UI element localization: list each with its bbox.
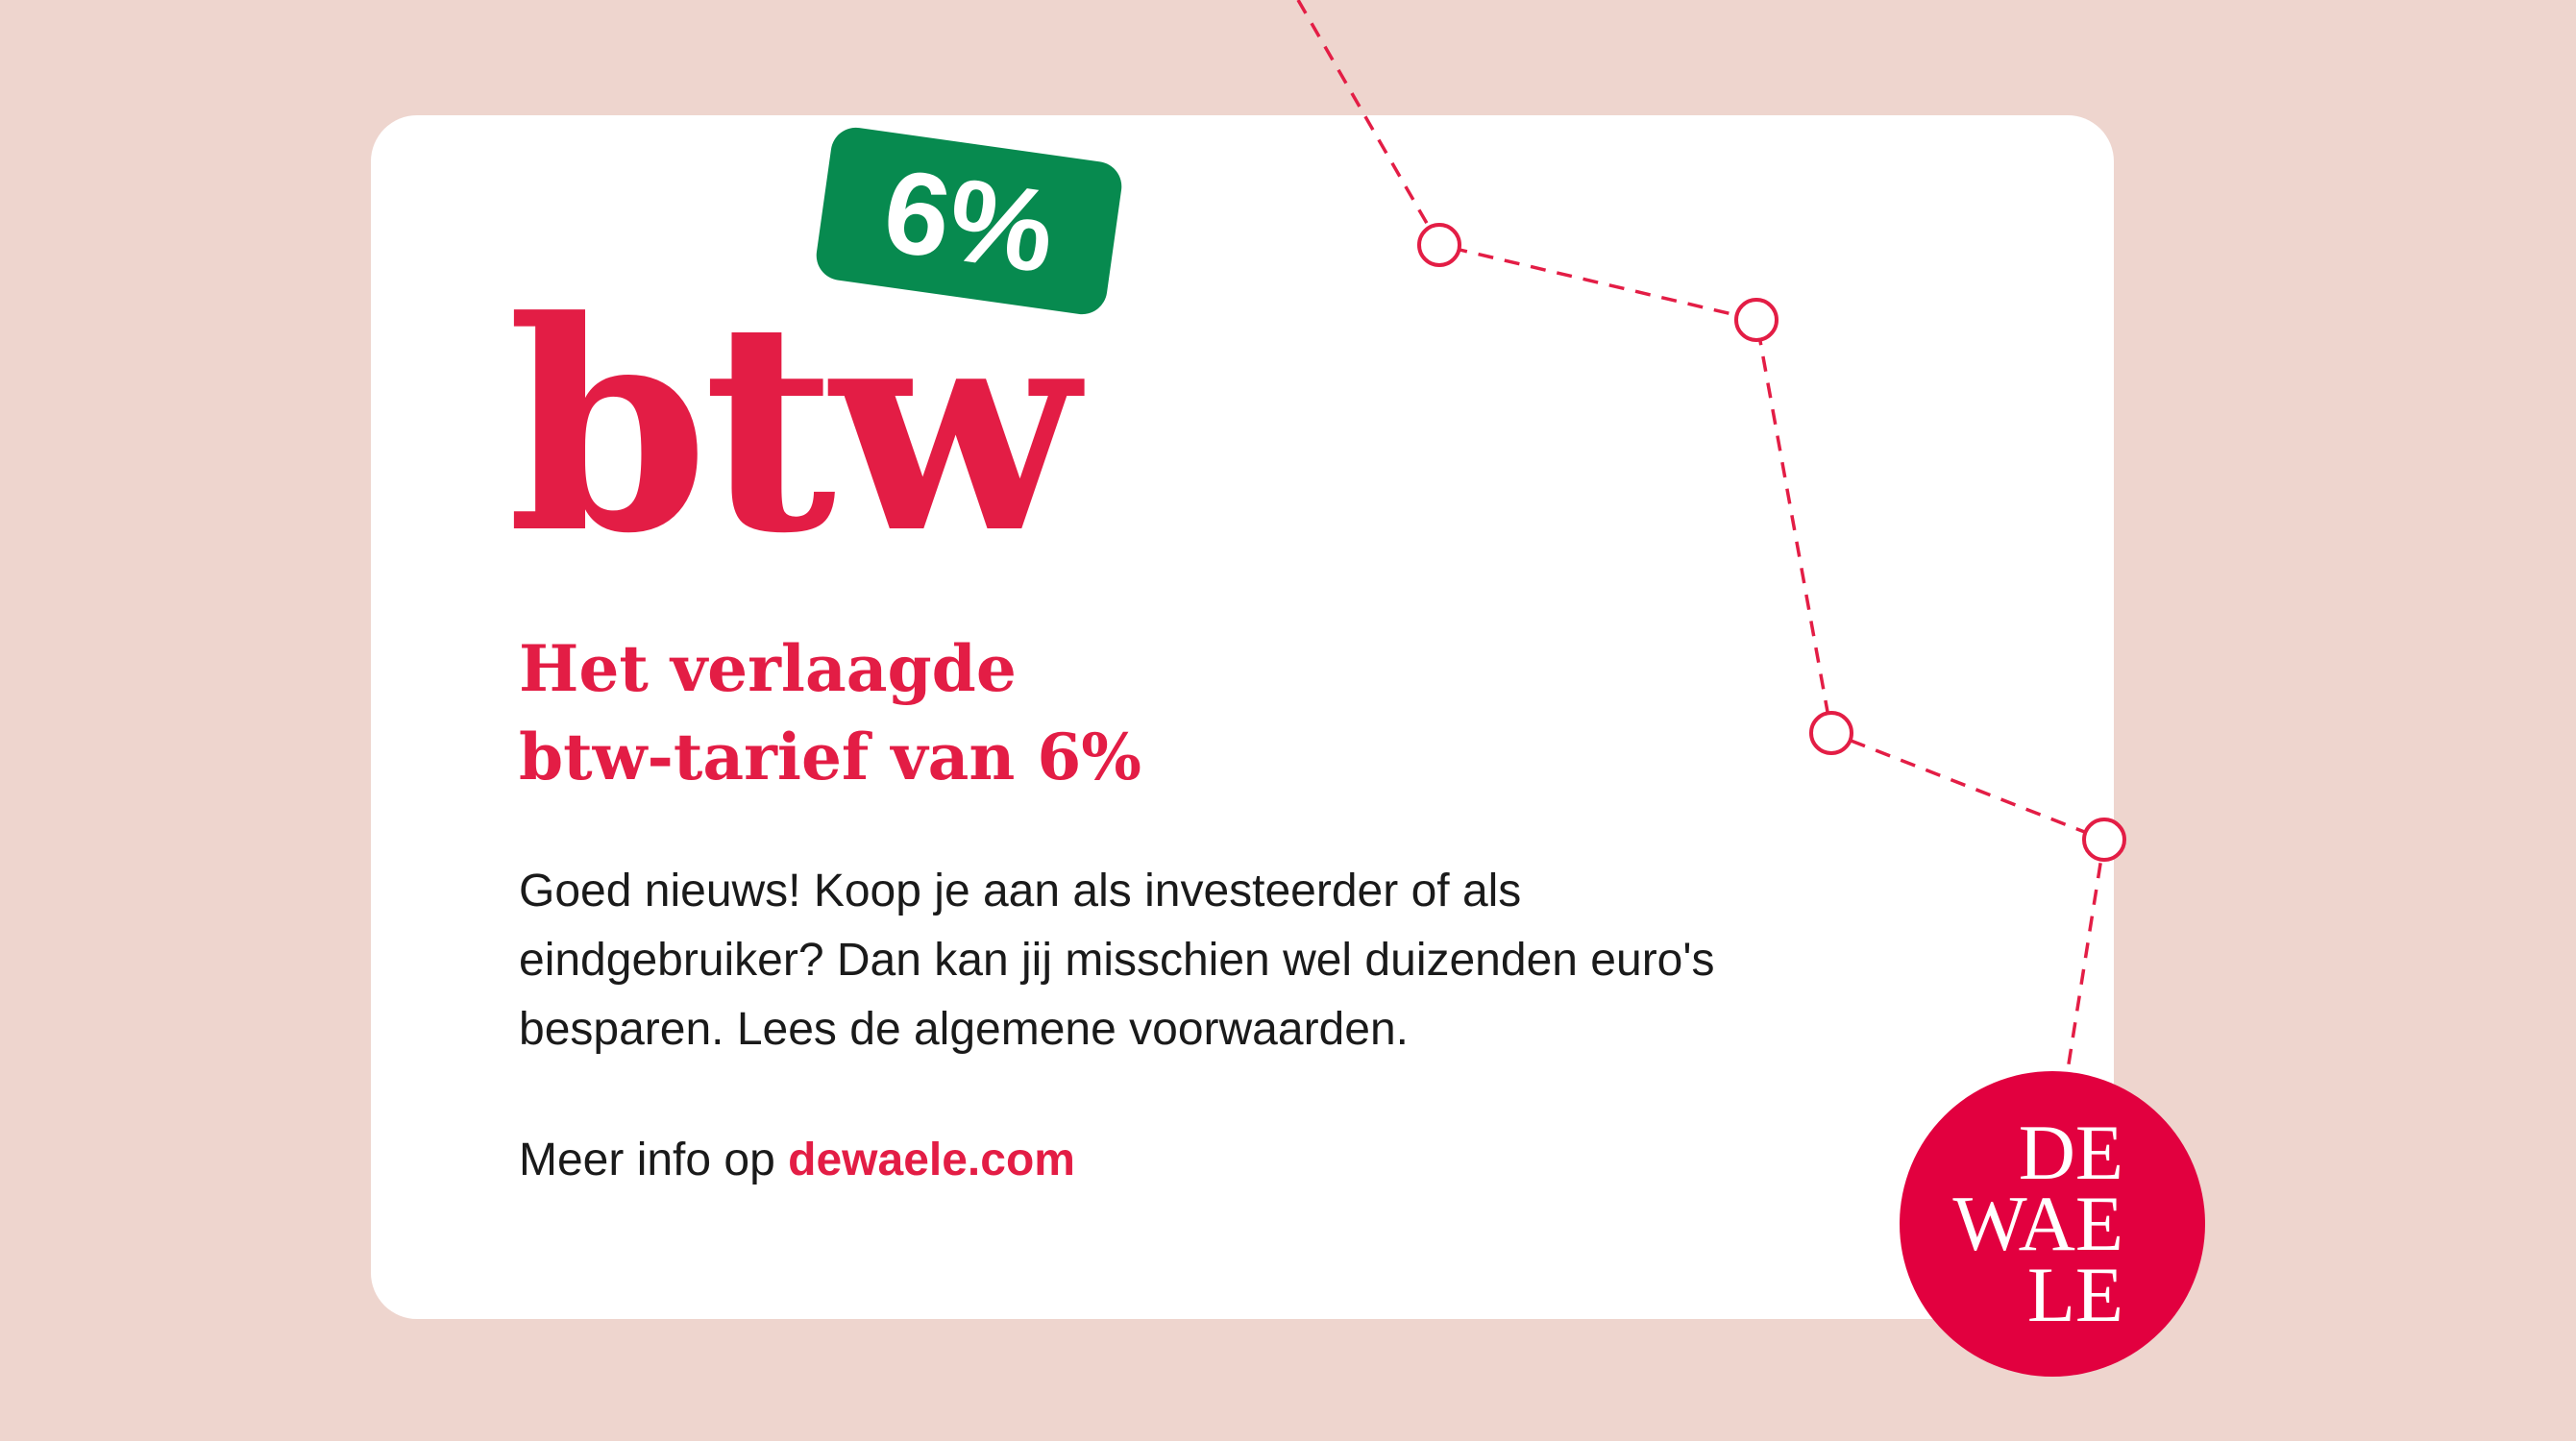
path-node <box>1417 223 1461 267</box>
body-text: Goed nieuws! Koop je aan als investeerde… <box>519 866 1715 1055</box>
path-node <box>2082 818 2126 862</box>
btw-wordmark: btw <box>507 257 1079 597</box>
title-line-1: Het verlaagde <box>519 631 1017 706</box>
title-line-2: btw-tarief van 6% <box>519 720 1142 794</box>
dashed-line <box>1296 0 2106 1077</box>
dewaele-logo: DE WAE LE <box>1900 1071 2205 1377</box>
logo-line-3: LE <box>2026 1251 2123 1338</box>
more-info: Meer info op dewaele.com <box>519 1134 1075 1186</box>
page-title: Het verlaagde btw-tarief van 6% <box>519 624 1141 801</box>
logo-line-1: DE <box>2018 1109 2123 1196</box>
more-info-prefix: Meer info op <box>519 1135 789 1185</box>
path-node <box>1734 298 1779 342</box>
path-node <box>1809 711 1853 755</box>
website-link[interactable]: dewaele.com <box>788 1135 1075 1185</box>
logo-line-2: WAE <box>1952 1180 2123 1267</box>
